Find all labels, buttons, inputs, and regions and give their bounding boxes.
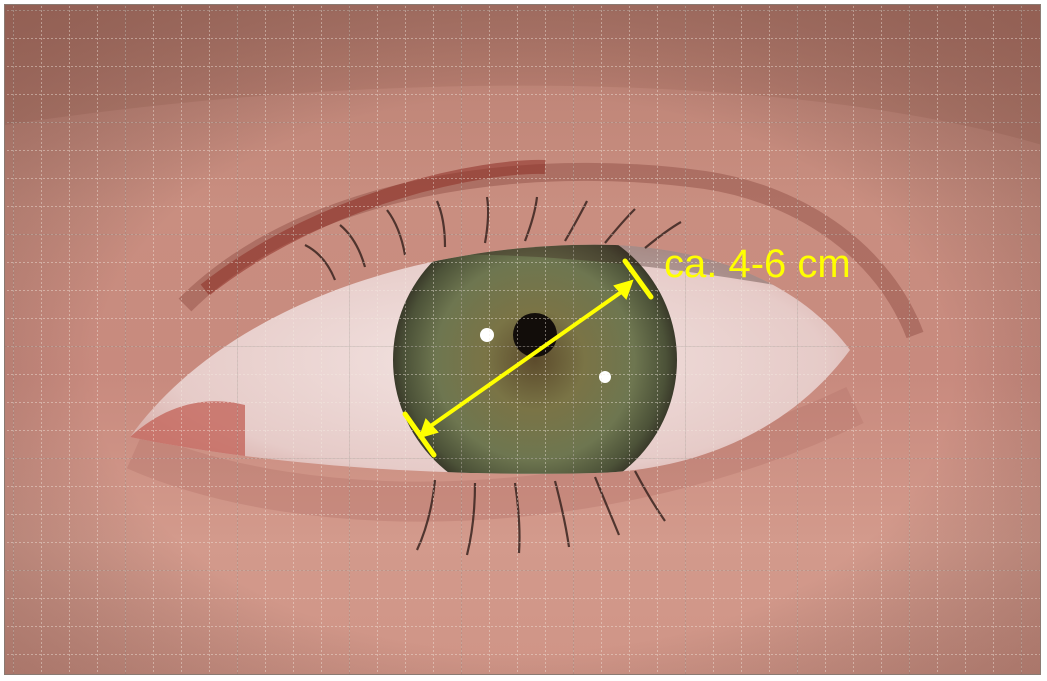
measurement-label: ca. 4-6 cm <box>664 242 851 286</box>
eye-photo <box>5 5 1040 674</box>
measurement-arrow <box>402 258 654 458</box>
eye-photo-frame <box>4 4 1041 675</box>
